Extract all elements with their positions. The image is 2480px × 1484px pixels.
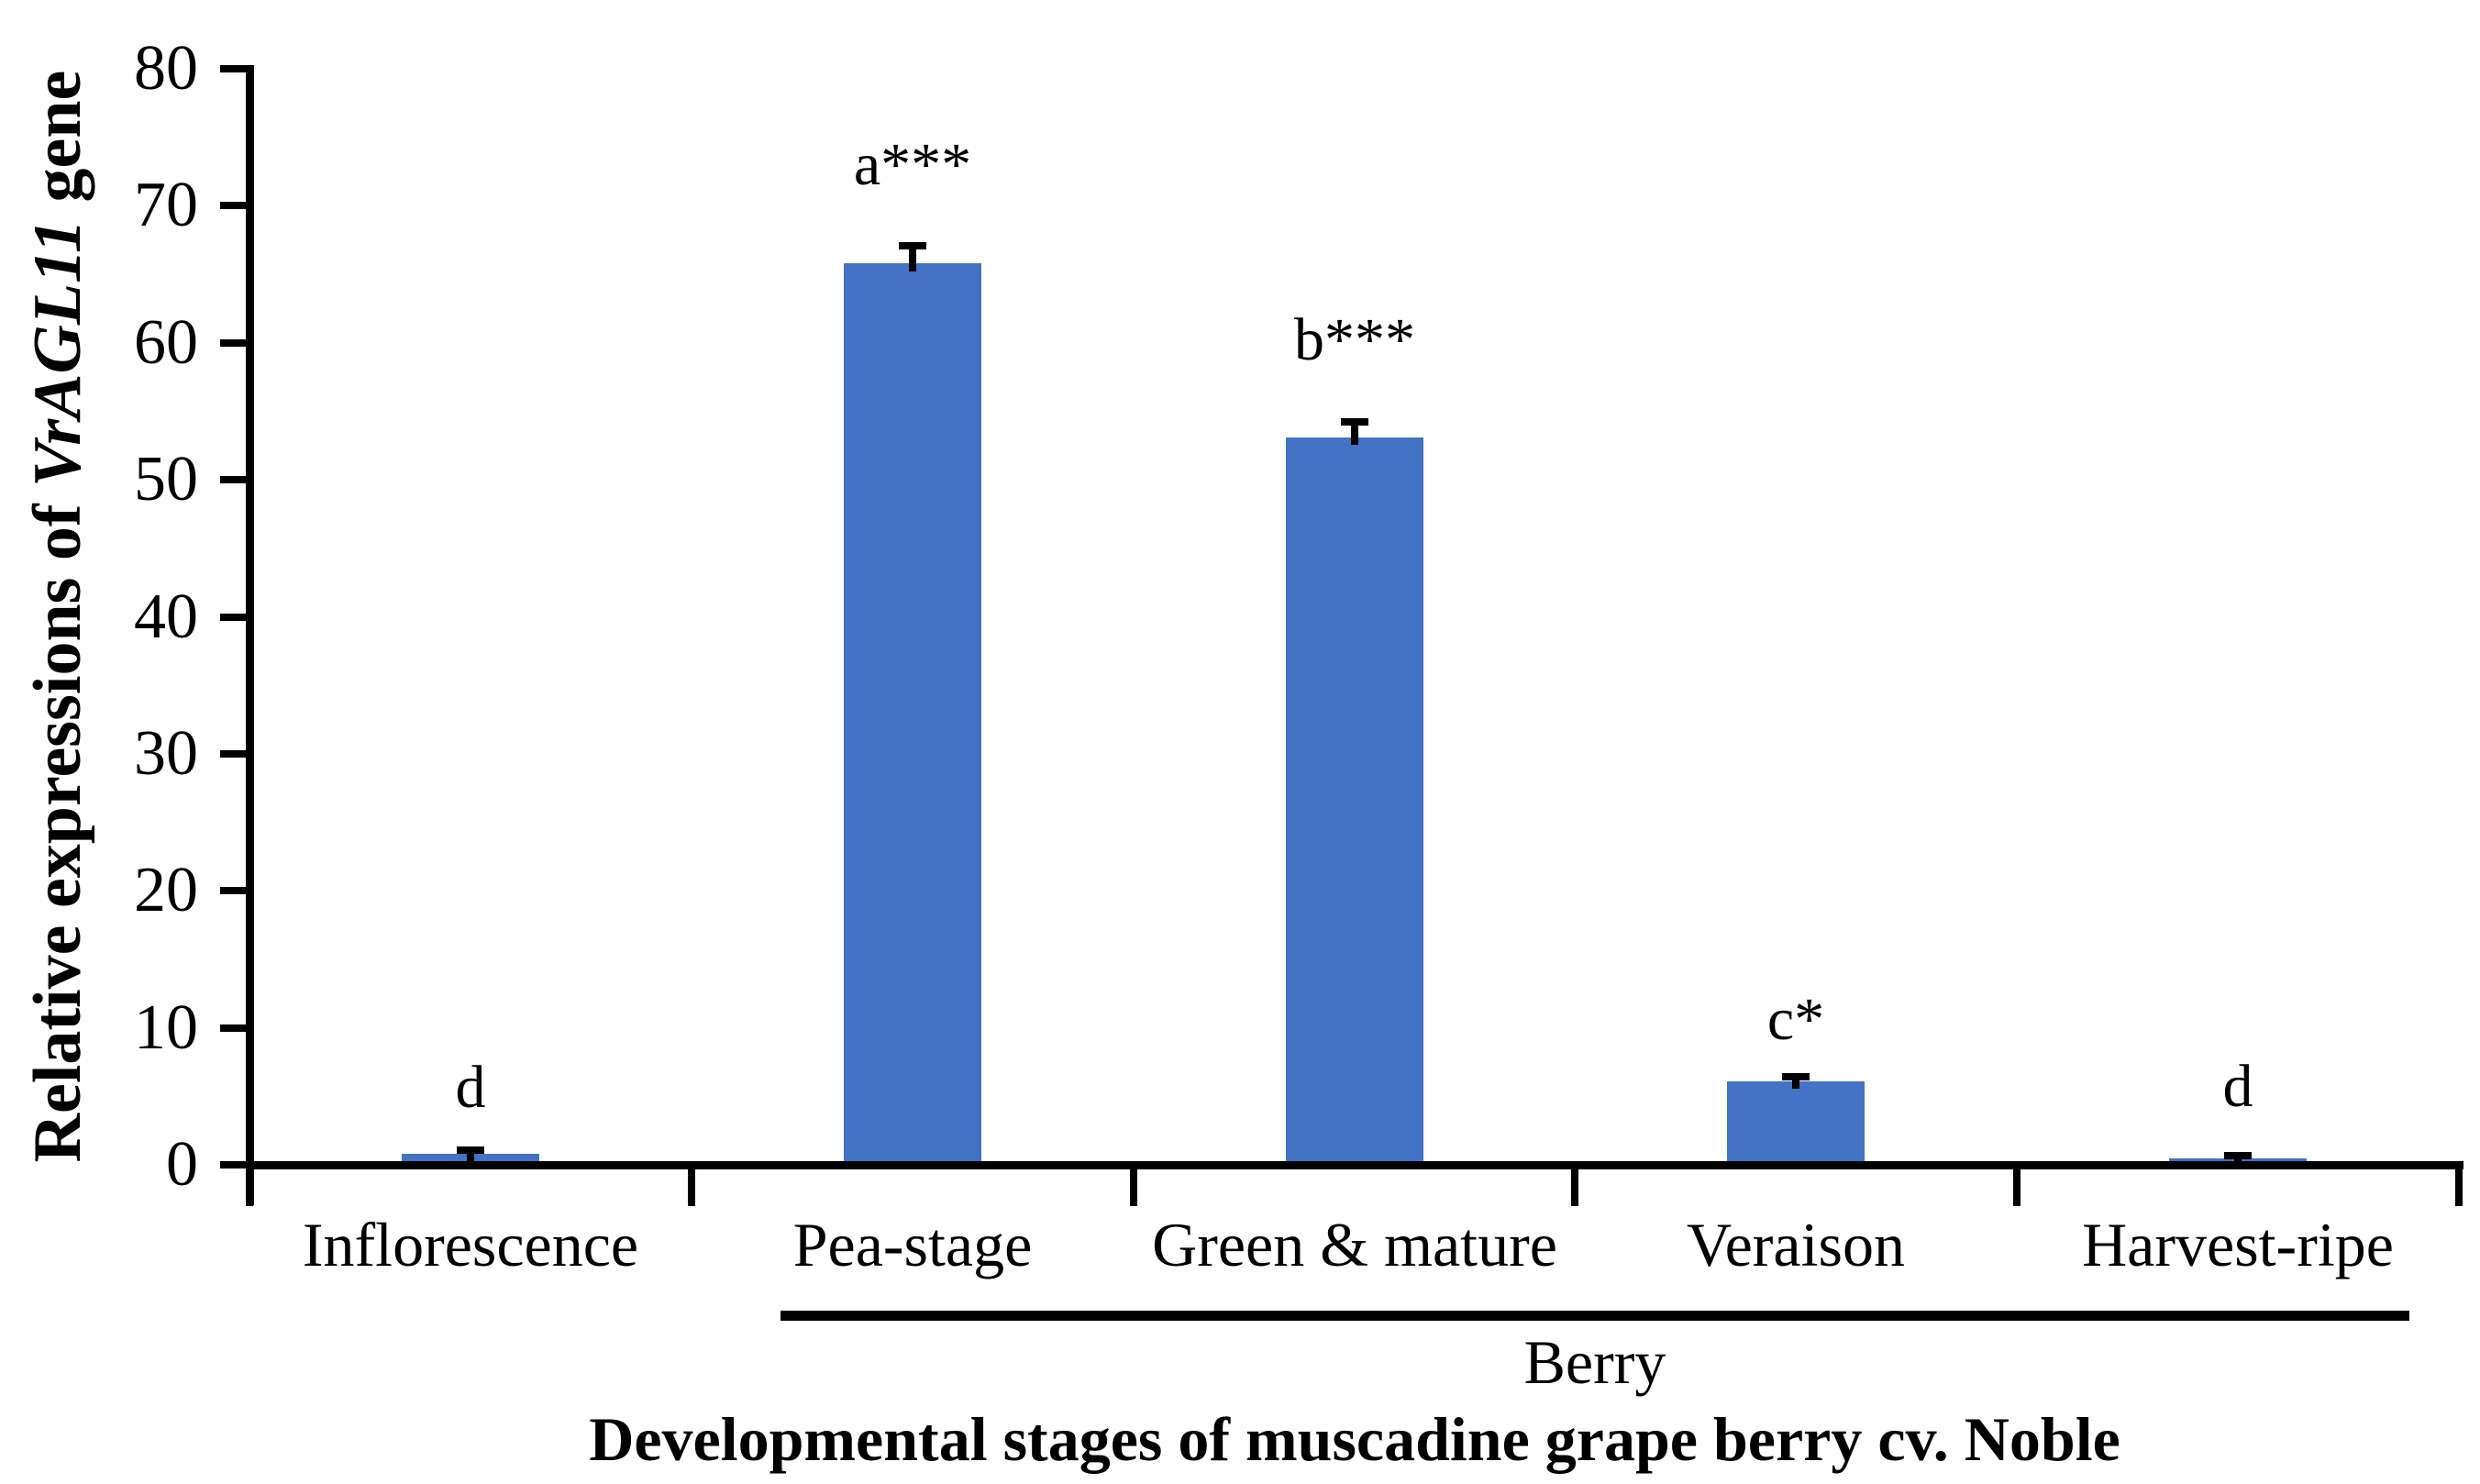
category-label-3: Veraison: [1687, 1210, 1905, 1279]
y-tick-label-80: 80: [134, 33, 198, 104]
error-bar-stem-2: [1351, 422, 1358, 445]
x-tick-2: [1130, 1161, 1137, 1206]
y-axis-title-suffix: gene: [20, 70, 95, 219]
x-tick-3: [1571, 1161, 1578, 1206]
error-bar-stem-4: [2234, 1156, 2242, 1165]
y-axis-title: Relative expressions of VrAGL11 gene: [17, 0, 98, 1258]
bar-2: [1286, 437, 1423, 1165]
y-tick-70: [220, 202, 254, 209]
y-axis-title-prefix: Relative expressions of: [20, 486, 95, 1163]
category-label-0: Inflorescence: [302, 1210, 639, 1279]
significance-label-0: d: [455, 1054, 486, 1121]
y-tick-30: [220, 750, 254, 758]
error-bar-stem-3: [1792, 1077, 1799, 1089]
category-label-1: Pea-stage: [792, 1210, 1033, 1279]
x-tick-4: [2013, 1161, 2021, 1206]
y-tick-40: [220, 614, 254, 621]
y-tick-20: [220, 887, 254, 894]
error-bar-cap-0: [457, 1146, 484, 1154]
berry-group-label: Berry: [1523, 1327, 1666, 1397]
significance-label-3: c*: [1766, 986, 1825, 1053]
berry-group-underline: [781, 1311, 2409, 1321]
y-axis-line: [246, 65, 254, 1205]
error-bar-cap-2: [1341, 418, 1368, 426]
significance-label-1: a***: [853, 131, 972, 198]
significance-label-4: d: [2222, 1053, 2253, 1120]
bar-3: [1727, 1081, 1865, 1165]
y-tick-label-20: 20: [134, 855, 198, 925]
error-bar-cap-4: [2224, 1152, 2252, 1159]
significance-label-2: b***: [1294, 306, 1415, 373]
y-tick-80: [220, 65, 254, 72]
error-bar-stem-1: [909, 246, 916, 271]
y-tick-label-30: 30: [134, 718, 198, 789]
y-tick-label-60: 60: [134, 307, 198, 378]
y-tick-label-40: 40: [134, 581, 198, 652]
error-bar-cap-1: [899, 242, 926, 249]
category-label-4: Harvest-ripe: [2082, 1210, 2394, 1279]
y-tick-label-70: 70: [134, 170, 198, 240]
x-axis-title: Developmental stages of muscadine grape …: [589, 1404, 2120, 1474]
y-tick-label-50: 50: [134, 444, 198, 515]
y-axis-title-gene-name: VrAGL11: [20, 218, 95, 487]
x-tick-5: [2455, 1161, 2463, 1206]
x-axis-line: [246, 1161, 2463, 1169]
y-tick-50: [220, 476, 254, 483]
bar-1: [844, 263, 981, 1165]
error-bar-cap-3: [1782, 1073, 1810, 1080]
y-tick-10: [220, 1024, 254, 1032]
y-tick-label-10: 10: [134, 992, 198, 1063]
category-label-2: Green & mature: [1152, 1210, 1557, 1279]
x-tick-1: [688, 1161, 695, 1206]
error-bar-stem-0: [467, 1150, 474, 1162]
y-tick-label-0: 0: [166, 1129, 198, 1200]
y-tick-60: [220, 339, 254, 347]
y-tick-0: [220, 1161, 254, 1168]
